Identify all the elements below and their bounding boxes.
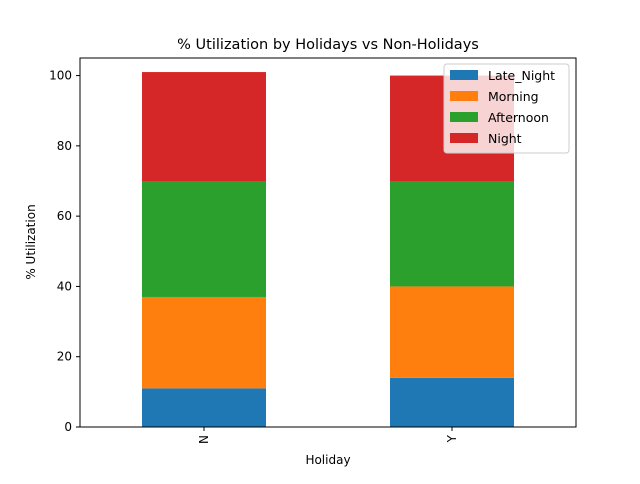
legend-swatch (450, 91, 478, 101)
bar-segment-late-night-y (390, 377, 514, 427)
y-axis-label: % Utilization (24, 204, 38, 279)
chart-title: % Utilization by Holidays vs Non-Holiday… (177, 37, 479, 53)
bar-segment-morning-y (390, 286, 514, 378)
plot-frame (79, 57, 577, 428)
legend-label: Night (488, 131, 522, 146)
y-tick-label: 60 (57, 209, 72, 223)
bar-segment-afternoon-y (390, 181, 514, 287)
bar-segment-morning-n (142, 296, 266, 389)
y-tick-label: 40 (57, 279, 72, 293)
legend-swatch (450, 112, 478, 122)
legend: Late_Night Morning Afternoon Night (443, 63, 570, 154)
x-tick-label: Y (445, 434, 459, 443)
y-tick-label: 0 (64, 420, 72, 434)
y-axis: 0 20 40 60 80 100 (49, 69, 80, 434)
y-tick-label: 100 (49, 69, 72, 83)
legend-swatch (450, 70, 478, 80)
bar-segment-afternoon-n (142, 181, 266, 297)
y-tick-label: 80 (57, 139, 72, 153)
bars-layer (142, 72, 514, 427)
x-tick-label: N (197, 435, 211, 444)
legend-label: Afternoon (488, 110, 549, 125)
bar-segment-late-night-n (142, 388, 266, 427)
legend-swatch (450, 133, 478, 143)
legend-label: Late_Night (488, 68, 555, 83)
bar-segment-night-n (142, 72, 266, 181)
legend-label: Morning (488, 89, 539, 104)
legend-frame (443, 63, 570, 154)
x-axis-label: Holiday (305, 453, 350, 467)
y-tick-label: 20 (57, 350, 72, 364)
